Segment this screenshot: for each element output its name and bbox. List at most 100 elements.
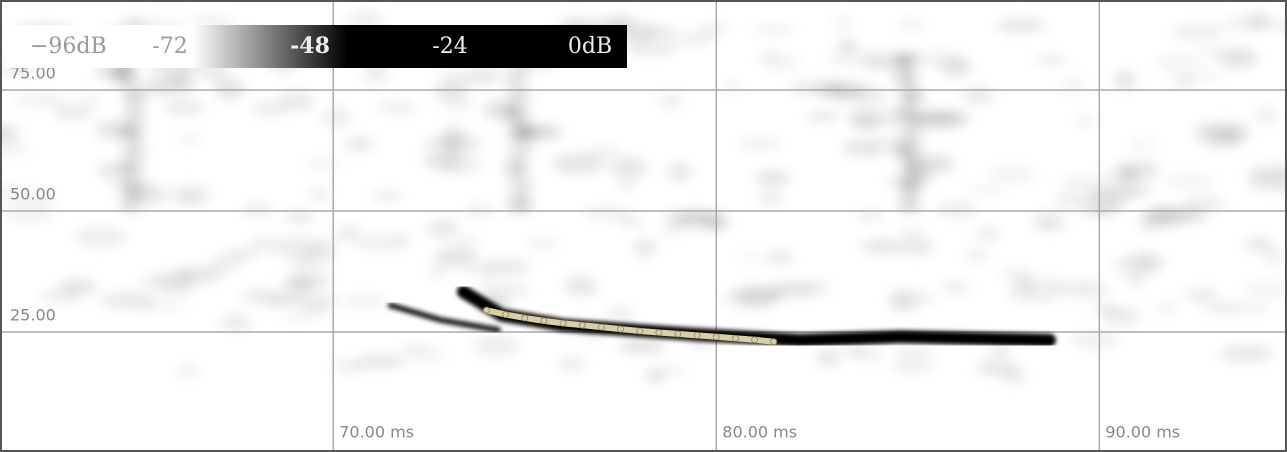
noise-blob <box>1172 22 1226 42</box>
noise-blob <box>1055 190 1082 210</box>
noise-blob <box>387 233 410 250</box>
noise-blob <box>162 286 197 295</box>
noise-band <box>893 52 918 68</box>
noise-blob <box>213 79 245 99</box>
noise-band <box>504 106 529 122</box>
noise-blob <box>528 237 559 251</box>
noise-blob <box>286 273 332 287</box>
noise-blob <box>423 135 483 154</box>
noise-band <box>504 70 529 86</box>
noise-band <box>901 160 926 176</box>
noise-blob <box>770 281 817 297</box>
colorbar-label: 0dB <box>568 34 612 59</box>
contour-point <box>751 336 758 344</box>
marks <box>387 285 1056 347</box>
noise-blob <box>1261 249 1287 266</box>
noise-blob <box>0 124 19 143</box>
noise-band <box>508 196 533 212</box>
noise-blob <box>963 249 990 261</box>
noise-blob <box>53 105 93 120</box>
noise-blob <box>209 253 242 272</box>
colorbar-label: -24 <box>432 34 467 59</box>
noise-blob <box>435 248 479 266</box>
noise-blob <box>941 282 971 293</box>
noise-band <box>899 88 924 104</box>
noise-blob <box>1219 48 1259 68</box>
noise-band <box>122 106 147 122</box>
noise-blob <box>618 339 666 354</box>
noise-band <box>116 160 141 176</box>
noise-blob <box>987 342 1012 360</box>
noise-blob <box>1081 204 1122 216</box>
noise-blob <box>1060 176 1098 188</box>
contour-point <box>617 325 624 333</box>
noise-band <box>508 142 533 158</box>
noise-blob <box>189 15 235 25</box>
noise-blob <box>321 108 352 128</box>
noise-band <box>897 196 922 212</box>
contour-point <box>578 321 586 329</box>
noise-blob <box>758 49 782 67</box>
noise-blob <box>676 33 715 44</box>
noise-band <box>897 178 922 194</box>
noise-blob <box>282 314 310 324</box>
noise-blob <box>228 248 260 259</box>
noise-blob <box>410 344 446 365</box>
noise-blob <box>841 140 882 156</box>
contour-point <box>502 311 510 318</box>
noise-blob <box>58 279 98 295</box>
noise-blob <box>1219 345 1274 363</box>
noise-blob <box>307 189 331 199</box>
colorbar-label: -48 <box>290 33 330 59</box>
noise-blob <box>1124 273 1147 287</box>
noise-blob <box>352 236 394 250</box>
contour-point <box>636 327 644 335</box>
noise-blob <box>251 102 288 115</box>
noise-blob <box>825 49 885 69</box>
noise-blob <box>346 11 385 29</box>
noise-blob <box>362 70 389 82</box>
noise-blob <box>1155 301 1178 316</box>
noise-blob <box>150 270 195 291</box>
noise-blob <box>98 163 120 179</box>
noise-blob <box>1182 195 1227 213</box>
noise-blob <box>177 132 202 145</box>
noise-blob <box>734 286 783 305</box>
noise-blob <box>249 237 275 250</box>
noise-band <box>894 70 919 86</box>
noise-blob <box>39 290 80 302</box>
noise-blob <box>1224 15 1262 31</box>
noise-blob <box>377 99 418 115</box>
noise-blob <box>455 235 479 248</box>
noise-blob <box>1115 71 1136 90</box>
noise-blob <box>616 177 638 193</box>
noise-blob <box>441 94 474 112</box>
labels: 70.00 ms 80.00 ms 90.00 ms 25.00 50.00 75.00 <box>10 64 1180 442</box>
noise-blob <box>618 216 644 228</box>
x-tick-label: 80.00 ms <box>722 423 797 442</box>
noise-blob <box>831 17 853 28</box>
noise-blob <box>1085 184 1139 200</box>
noise-band <box>118 196 143 212</box>
noise-blob <box>12 96 69 105</box>
noise-blob <box>241 289 288 304</box>
noise-blob <box>632 238 659 258</box>
noise-band <box>118 178 143 194</box>
noise-blob <box>1214 302 1272 313</box>
contour-point <box>712 333 720 341</box>
noise-blob <box>564 276 598 296</box>
noise-blob <box>1154 54 1203 71</box>
trace <box>483 307 777 345</box>
noise-blob <box>961 86 996 104</box>
y-tick-label: 25.00 <box>10 305 56 324</box>
noise-blob <box>1094 306 1119 315</box>
noise-blob <box>975 361 1020 376</box>
noise-band <box>894 142 919 158</box>
contour-point <box>540 317 548 325</box>
noise-blob <box>99 294 157 307</box>
noise-blob <box>1196 131 1245 146</box>
y-tick-label: 50.00 <box>10 184 56 203</box>
noise-blob <box>0 204 54 223</box>
